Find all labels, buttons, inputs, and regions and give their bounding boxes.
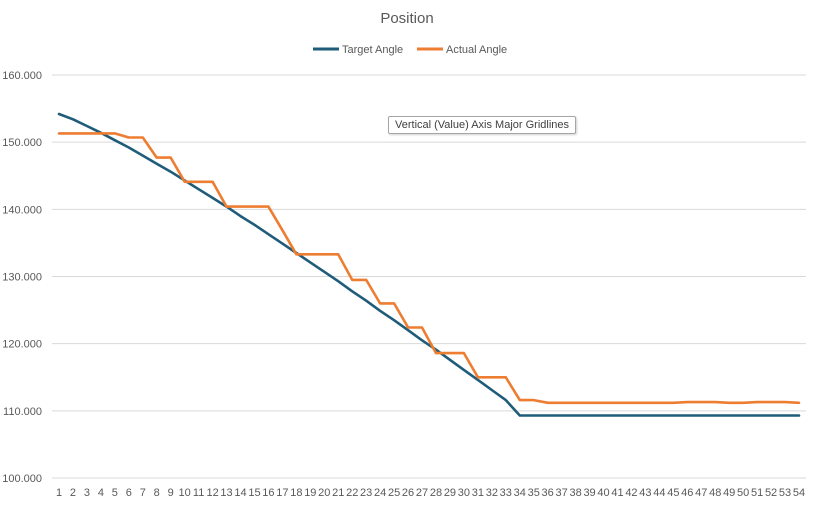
legend-label: Actual Angle — [446, 44, 507, 56]
x-tick-label: 31 — [472, 487, 484, 499]
x-tick-label: 13 — [220, 487, 232, 499]
x-tick-label: 36 — [542, 487, 554, 499]
x-tick-label: 11 — [193, 487, 204, 499]
x-tick-label: 15 — [248, 487, 260, 499]
chart-title: Position — [380, 10, 433, 27]
y-tick-label: 140.000 — [2, 204, 42, 216]
x-tick-label: 28 — [430, 487, 442, 499]
x-tick-label: 38 — [569, 487, 581, 499]
x-tick-label: 19 — [304, 487, 316, 499]
x-tick-label: 41 — [611, 487, 623, 499]
x-tick-label: 52 — [765, 487, 777, 499]
x-tick-label: 29 — [444, 487, 456, 499]
x-tick-label: 35 — [528, 487, 540, 499]
x-tick-label: 30 — [458, 487, 470, 499]
x-tick-label: 54 — [793, 487, 805, 499]
gridlines — [52, 74, 806, 479]
x-tick-label: 47 — [695, 487, 707, 499]
legend-label: Target Angle — [342, 44, 403, 56]
x-tick-label: 40 — [597, 487, 609, 499]
x-tick-label: 49 — [723, 487, 735, 499]
y-tick-label: 120.000 — [2, 339, 42, 351]
x-tick-label: 51 — [751, 487, 763, 499]
gridlines-tooltip: Vertical (Value) Axis Major Gridlines — [388, 116, 577, 134]
x-tick-label: 7 — [140, 487, 146, 499]
y-tick-label: 110.000 — [3, 406, 42, 418]
y-tick-label: 100.000 — [2, 473, 42, 485]
x-tick-label: 9 — [168, 487, 174, 499]
x-axis: 1 2 3 4 5 6 7 8 9 10 11 12 13 14 15 16 17 18 19 20 21 22 23 24 2… — [56, 487, 805, 499]
x-tick-label: 2 — [70, 487, 76, 499]
y-axis: 100.000 110.000 120.000 130.000 140.000 150.0… — [2, 70, 42, 485]
x-tick-label: 17 — [276, 487, 288, 499]
x-tick-label: 12 — [206, 487, 218, 499]
x-tick-label: 10 — [179, 487, 191, 499]
x-tick-label: 3 — [84, 487, 90, 499]
x-tick-label: 26 — [402, 487, 414, 499]
x-tick-label: 43 — [639, 487, 651, 499]
series-group — [57, 112, 801, 417]
x-tick-label: 16 — [262, 487, 274, 499]
x-tick-label: 8 — [154, 487, 160, 499]
x-tick-label: 24 — [374, 487, 386, 499]
y-tick-label: 160.000 — [2, 70, 42, 82]
x-tick-label: 27 — [416, 487, 428, 499]
x-tick-label: 48 — [709, 487, 721, 499]
x-tick-label: 39 — [583, 487, 595, 499]
y-tick-label: 150.000 — [2, 137, 42, 149]
x-tick-label: 42 — [625, 487, 637, 499]
x-tick-label: 34 — [514, 487, 526, 499]
x-tick-label: 44 — [653, 487, 665, 499]
x-tick-label: 46 — [681, 487, 693, 499]
y-tick-label: 130.000 — [2, 272, 42, 284]
x-tick-label: 33 — [500, 487, 512, 499]
x-tick-label: 22 — [346, 487, 358, 499]
x-tick-label: 6 — [126, 487, 132, 499]
x-tick-label: 50 — [737, 487, 749, 499]
legend: Target Angle Actual Angle — [313, 44, 507, 56]
x-tick-label: 53 — [779, 487, 791, 499]
x-tick-label: 4 — [98, 487, 104, 499]
series-line-target-angle — [57, 112, 801, 417]
x-tick-label: 1 — [56, 487, 62, 499]
x-tick-label: 20 — [318, 487, 330, 499]
x-tick-label: 25 — [388, 487, 400, 499]
x-tick-label: 45 — [667, 487, 679, 499]
x-tick-label: 23 — [360, 487, 372, 499]
x-tick-label: 5 — [112, 487, 118, 499]
x-tick-label: 32 — [486, 487, 498, 499]
x-tick-label: 21 — [332, 487, 344, 499]
x-tick-label: 37 — [556, 487, 568, 499]
series-line-actual-angle — [57, 132, 801, 405]
x-tick-label: 14 — [234, 487, 246, 499]
x-tick-label: 18 — [290, 487, 302, 499]
